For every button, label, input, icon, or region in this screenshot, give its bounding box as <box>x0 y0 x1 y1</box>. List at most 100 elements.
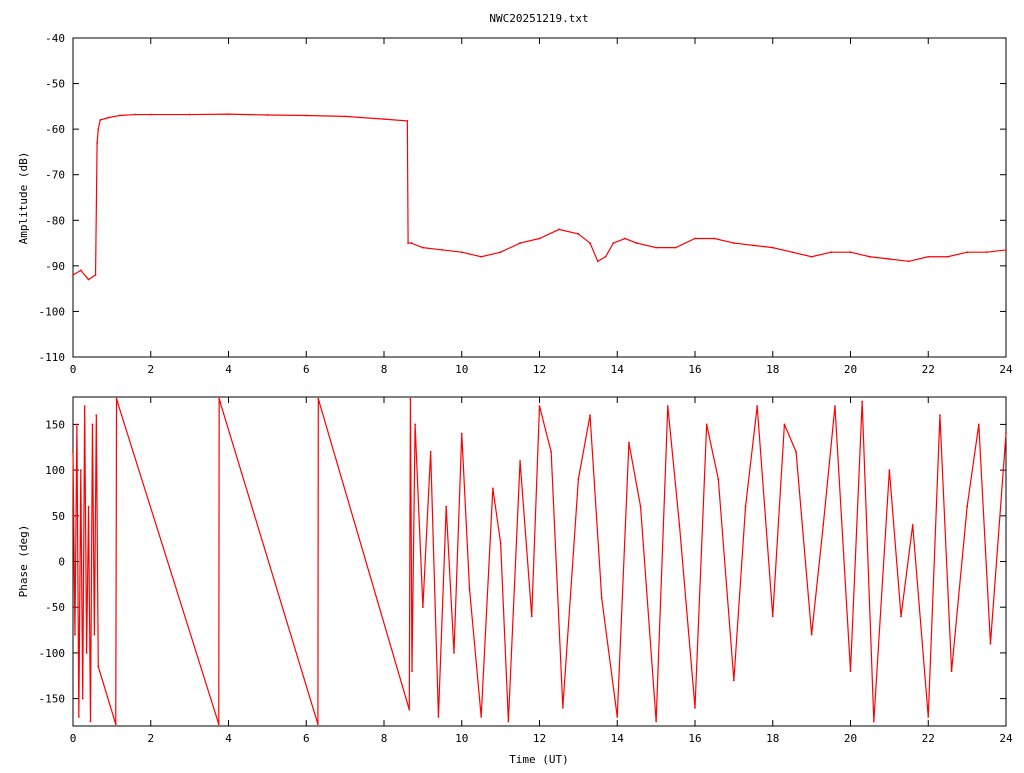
amplitude-data-point <box>810 255 813 258</box>
amplitude-data-point <box>99 119 102 121</box>
phase-data-point <box>600 597 603 599</box>
phase-data-point <box>861 400 864 403</box>
amplitude-data-point <box>752 244 755 247</box>
amplitude-ytick-label: -90 <box>45 260 65 273</box>
phase-data-point <box>437 715 440 718</box>
phase-ytick-label: 150 <box>45 418 65 431</box>
phase-xtick-label: 24 <box>999 732 1013 745</box>
amplitude-data-point <box>538 237 541 240</box>
amplitude-xtick-label: 10 <box>455 363 468 376</box>
phase-data-point <box>317 397 320 400</box>
amplitude-data-point <box>79 269 82 272</box>
phase-data-point <box>468 588 471 590</box>
amplitude-data-point <box>713 237 716 240</box>
phase-ylabel: Phase (deg) <box>17 525 30 598</box>
amplitude-data-point <box>869 255 871 258</box>
phase-data-point <box>795 450 797 453</box>
phase-data-point <box>409 397 412 400</box>
phase-data-point <box>491 487 494 490</box>
phase-data-point <box>72 450 74 453</box>
phase-panel: 0 2 4 6 8 10 12 14 16 18 20 22 24-150-100-5005010015… <box>17 396 1013 766</box>
phase-data-point <box>950 670 953 673</box>
phase-series <box>72 397 1007 726</box>
amplitude-data-point <box>635 242 638 244</box>
amplitude-data-point <box>441 249 444 251</box>
amplitude-data-point <box>107 116 109 119</box>
amplitude-data-point <box>118 114 121 117</box>
phase-data-point <box>453 651 455 654</box>
amplitude-data-point <box>266 114 269 116</box>
amplitude-data-point <box>694 237 696 240</box>
phase-data-point <box>81 697 84 700</box>
phase-ytick-label: 0 <box>58 556 65 569</box>
amplitude-xtick-label: 22 <box>922 363 935 376</box>
amplitude-data-point <box>612 242 615 244</box>
amplitude-data-point <box>149 113 152 116</box>
phase-data-point <box>732 679 735 682</box>
phase-data-point <box>771 615 774 618</box>
amplitude-data-point <box>1005 249 1007 251</box>
amplitude-data-point <box>732 242 735 244</box>
phase-xtick-label: 16 <box>688 732 701 745</box>
amplitude-ytick-label: -70 <box>45 169 65 182</box>
phase-ytick-label: 100 <box>45 464 65 477</box>
amplitude-xtick-label: 2 <box>147 363 154 376</box>
phase-data-point <box>460 432 463 435</box>
amplitude-data-point <box>519 242 521 244</box>
phase-data-point <box>411 670 413 673</box>
phase-data-point <box>421 606 424 609</box>
phase-data-point <box>530 615 533 618</box>
amplitude-xtick-label: 4 <box>225 363 232 376</box>
phase-data-point <box>756 405 759 408</box>
amplitude-data-point <box>604 255 607 258</box>
phase-xtick-label: 0 <box>70 732 77 745</box>
phase-data-point <box>79 469 82 472</box>
phase-data-point <box>74 633 76 636</box>
phase-data-point <box>408 708 411 711</box>
phase-data-point <box>822 524 825 526</box>
amplitude-xtick-label: 6 <box>303 363 310 376</box>
phase-data-point <box>872 720 875 723</box>
amplitude-xtick-label: 18 <box>766 363 779 376</box>
amplitude-ytick-label: -110 <box>39 351 66 364</box>
phase-data-point <box>91 423 94 426</box>
amplitude-series-line <box>72 113 1007 281</box>
phase-data-point <box>744 505 747 508</box>
phase-ticks: 0 2 4 6 8 10 12 14 16 18 20 22 24-150-100-5005010015… <box>39 397 1013 745</box>
amplitude-panel: 0 2 4 6 8 10 12 14 16 18 20 22 24-110-100-90-80-70-6… <box>17 32 1013 376</box>
phase-data-point <box>445 505 448 508</box>
phase-data-point <box>77 715 80 718</box>
amplitude-data-point <box>927 255 930 258</box>
phase-data-point <box>550 450 553 453</box>
amplitude-data-point <box>134 113 137 116</box>
phase-data-point <box>888 469 891 472</box>
amplitude-data-point <box>227 113 230 116</box>
amplitude-data-point <box>344 115 347 118</box>
phase-data-point <box>717 478 720 481</box>
phase-data-point <box>115 397 118 400</box>
amplitude-data-point <box>72 274 74 276</box>
phase-xtick-label: 10 <box>455 732 468 745</box>
amplitude-data-point <box>96 141 99 144</box>
chart-title: NWC20251219.txt <box>489 12 588 25</box>
phase-data-point <box>317 723 319 726</box>
phase-data-point <box>783 423 786 426</box>
phase-data-point <box>318 400 320 403</box>
phase-data-point <box>218 397 221 400</box>
phase-data-point <box>900 615 902 618</box>
amplitude-ytick-label: -80 <box>45 214 65 227</box>
phase-data-point <box>429 450 432 453</box>
amplitude-data-point <box>188 113 191 116</box>
amplitude-ytick-label: -50 <box>45 78 65 91</box>
phase-data-point <box>810 633 813 636</box>
amplitude-data-point <box>460 251 463 254</box>
phase-series-line <box>72 398 1007 725</box>
phase-data-point <box>577 478 580 481</box>
phase-data-point <box>75 423 78 426</box>
phase-data-point <box>97 665 100 668</box>
time-xlabel: Time (UT) <box>509 753 569 766</box>
amplitude-data-point <box>406 120 409 122</box>
amplitude-data-point <box>849 251 852 254</box>
phase-data-point <box>628 441 630 444</box>
